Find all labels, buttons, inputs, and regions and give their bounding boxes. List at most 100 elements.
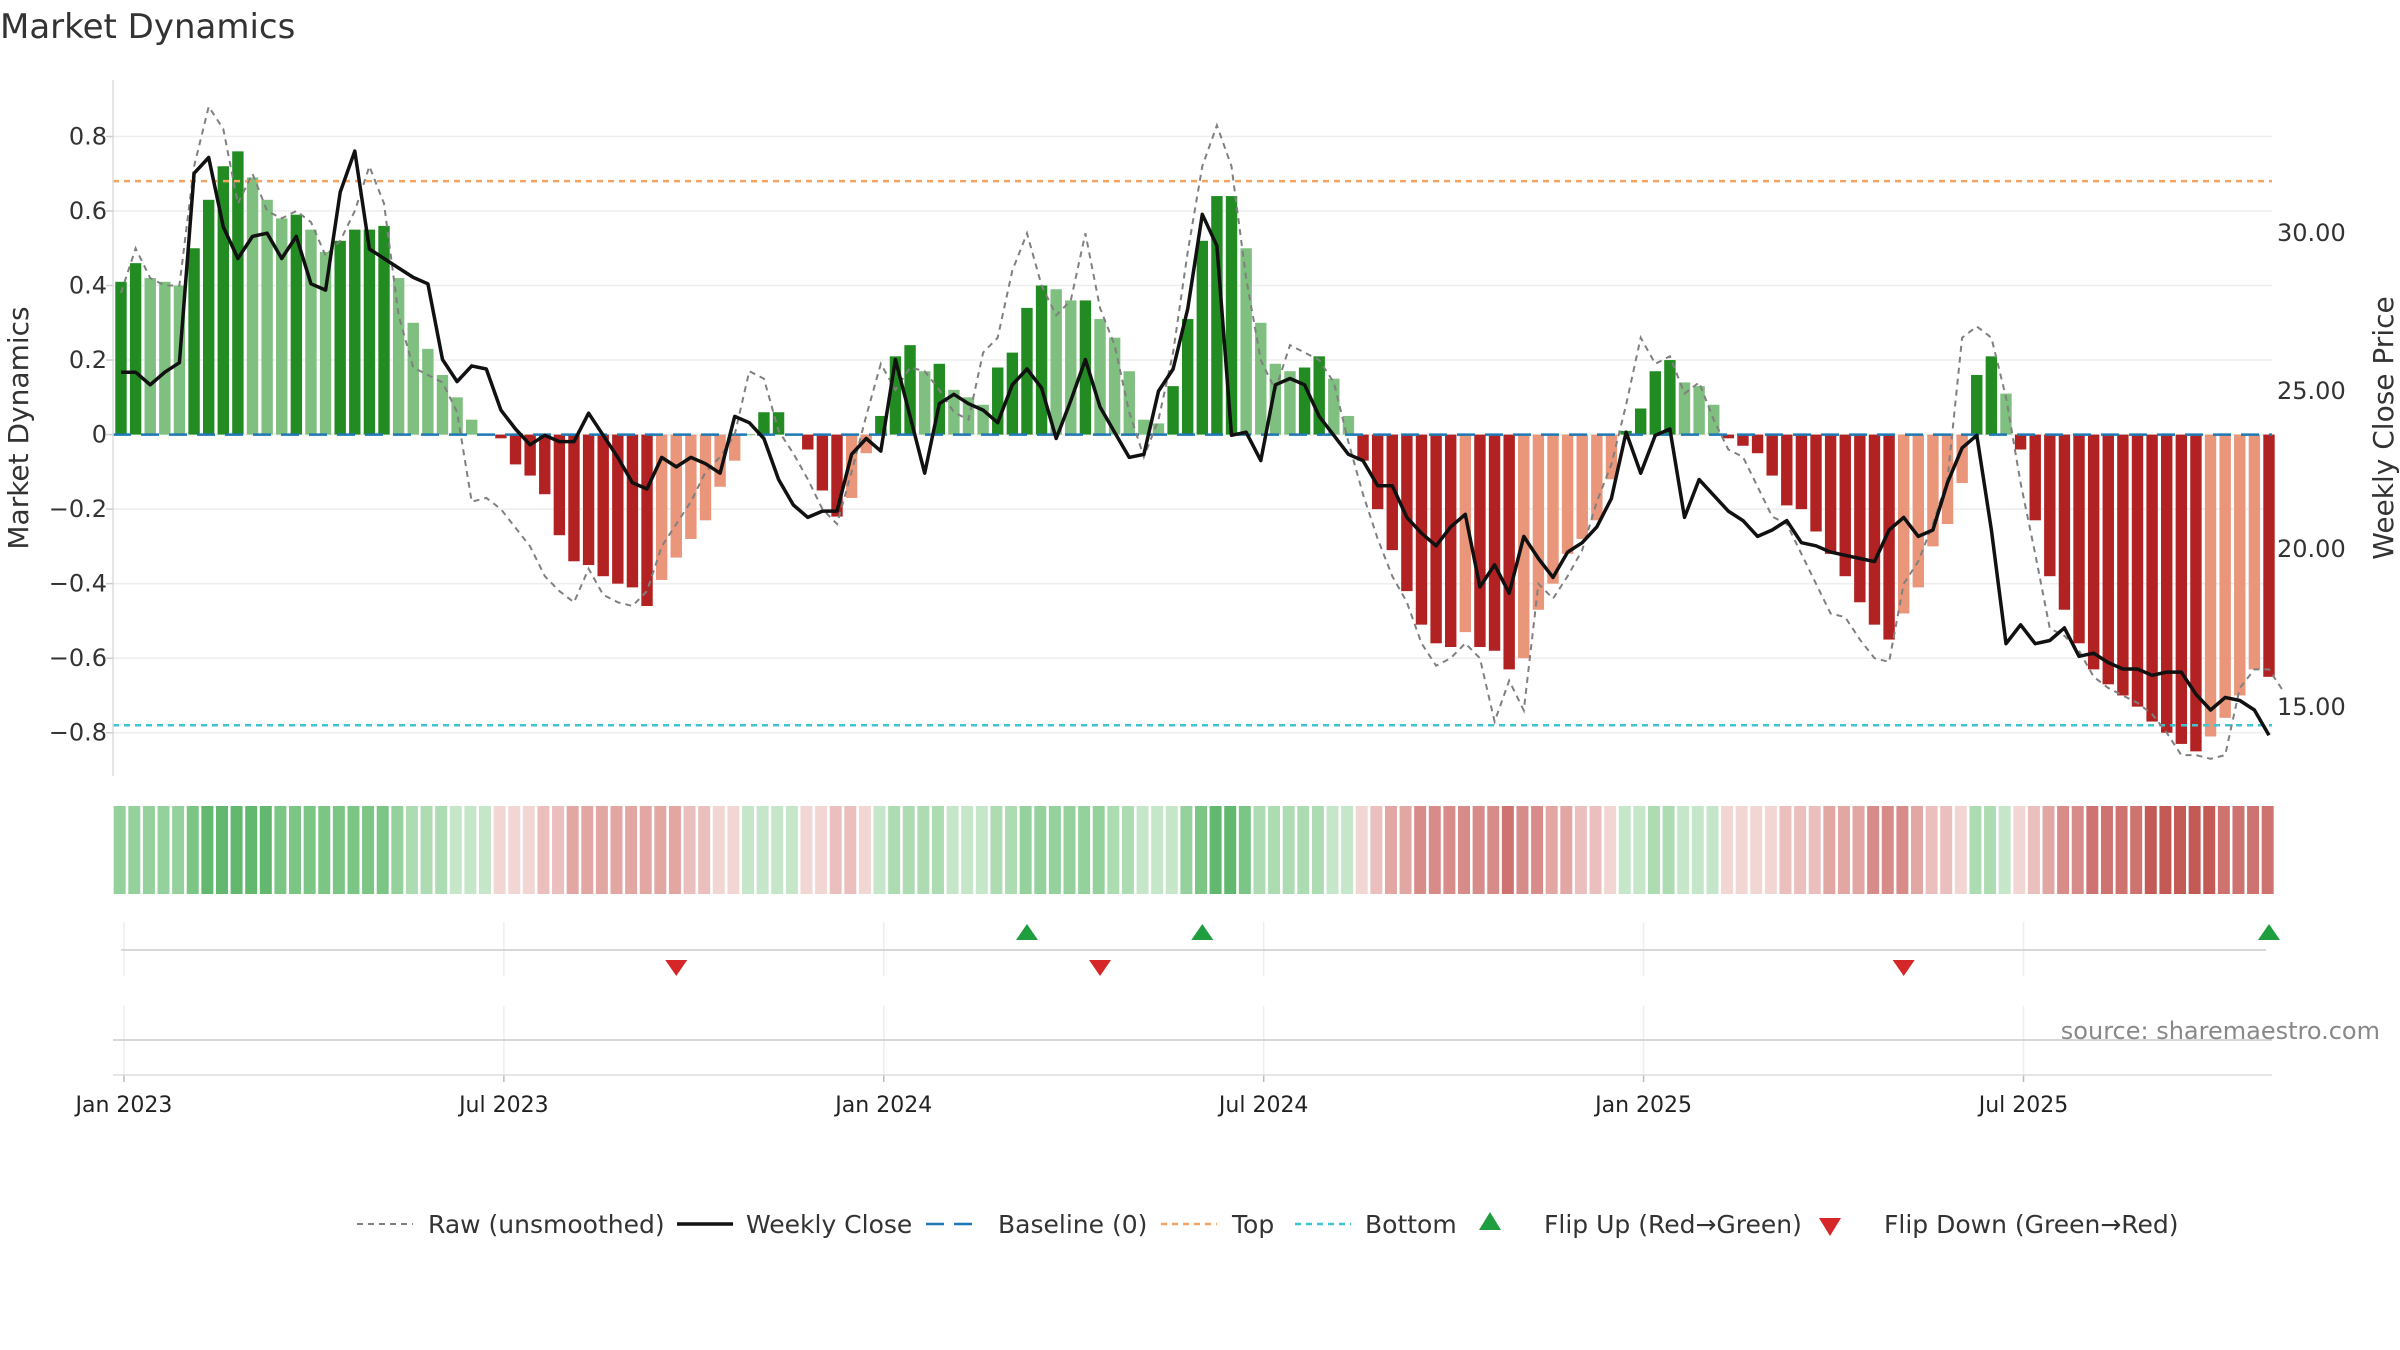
strip-cell	[1926, 806, 1938, 894]
strip-cell	[2145, 806, 2157, 894]
x-tick-label: Jan 2025	[1593, 1093, 1692, 1118]
strip-cell	[1940, 806, 1952, 894]
strip-cell	[1911, 806, 1923, 894]
dynamics-bar	[510, 435, 521, 465]
right-tick-label: 15.00	[2277, 693, 2346, 721]
strip-cell	[333, 806, 345, 894]
strip-cell	[961, 806, 973, 894]
dynamics-bar	[1766, 435, 1777, 476]
dynamics-bar	[1971, 375, 1982, 435]
strip-cell	[347, 806, 359, 894]
dynamics-bars	[115, 151, 2274, 751]
dynamics-bar	[1796, 435, 1807, 510]
dynamics-bar	[115, 282, 126, 435]
strip-cell	[1137, 806, 1149, 894]
flip-up-marker	[2258, 924, 2280, 940]
strip-cell	[1151, 806, 1163, 894]
x-tick-label: Jul 2025	[1977, 1093, 2069, 1118]
strip-cell	[1663, 806, 1675, 894]
strip-cell	[377, 806, 389, 894]
dynamics-bar	[1781, 435, 1792, 506]
strip-cell	[1283, 806, 1295, 894]
dynamics-bar	[393, 278, 404, 435]
strip-cell	[187, 806, 199, 894]
dynamics-bar	[554, 435, 565, 536]
chart-title: Market Dynamics	[0, 7, 295, 47]
dynamics-bar	[700, 435, 711, 521]
left-tick-label: 0.6	[69, 197, 107, 225]
dynamics-bar	[437, 375, 448, 435]
dynamics-bar	[247, 177, 258, 434]
strip-cell	[114, 806, 126, 894]
dynamics-bar	[2205, 435, 2216, 737]
right-tick-label: 25.00	[2277, 377, 2346, 405]
strip-cell	[1955, 806, 1967, 894]
left-tick-label: 0.2	[69, 346, 107, 374]
strip-cell	[1502, 806, 1514, 894]
strip-cell	[1429, 806, 1441, 894]
flip-down-marker	[665, 960, 687, 976]
x-tick-label: Jul 2024	[1217, 1093, 1309, 1118]
x-tick-label: Jan 2024	[833, 1093, 932, 1118]
left-tick-label: −0.4	[49, 570, 107, 598]
strip-cell	[537, 806, 549, 894]
strip-cell	[625, 806, 637, 894]
dynamics-bar	[305, 230, 316, 435]
right-axis-label: Weekly Close Price	[2367, 296, 2400, 559]
dynamics-bar	[1328, 379, 1339, 435]
strip-cell	[1823, 806, 1835, 894]
left-tick-label: 0.8	[69, 122, 107, 150]
strip-cell	[1546, 806, 1558, 894]
strip-cell	[684, 806, 696, 894]
legend-swatch-flip-down	[1819, 1218, 1841, 1236]
left-tick-label: 0.4	[69, 272, 107, 300]
strip-cell	[1677, 806, 1689, 894]
dynamics-bar	[1299, 368, 1310, 435]
strip-cell	[1239, 806, 1251, 894]
strip-cell	[1327, 806, 1339, 894]
strip-cell	[727, 806, 739, 894]
dynamics-bar	[1036, 286, 1047, 435]
left-tick-label: −0.2	[49, 495, 107, 523]
dynamics-bar	[2015, 435, 2026, 450]
strip-cell	[1020, 806, 1032, 894]
strip-cell	[1531, 806, 1543, 894]
strip-cell	[508, 806, 520, 894]
strip-cell	[406, 806, 418, 894]
strip-cell	[1765, 806, 1777, 894]
dynamics-bar	[1445, 435, 1456, 647]
strip-cell	[757, 806, 769, 894]
strip-cell	[1736, 806, 1748, 894]
dynamics-bar	[1591, 435, 1602, 521]
strip-cell	[1604, 806, 1616, 894]
legend-label: Weekly Close	[746, 1210, 912, 1239]
strip-cell	[1853, 806, 1865, 894]
strip-cell	[2116, 806, 2128, 894]
strip-cell	[128, 806, 140, 894]
dynamics-bar	[758, 412, 769, 434]
dynamics-bar	[1810, 435, 1821, 532]
dynamics-bar	[2088, 435, 2099, 670]
strip-cell	[1633, 806, 1645, 894]
dynamics-bar	[671, 435, 682, 558]
strip-cell	[1400, 806, 1412, 894]
strip-cell	[450, 806, 462, 894]
strip-cell	[1648, 806, 1660, 894]
dynamics-bar	[451, 397, 462, 434]
left-axis-label: Market Dynamics	[2, 306, 35, 549]
strip-cell	[1882, 806, 1894, 894]
dynamics-bar	[568, 435, 579, 562]
dynamics-bar	[2117, 435, 2128, 696]
strip-cell	[2028, 806, 2040, 894]
strip-cell	[713, 806, 725, 894]
left-axis: 0.80.60.40.20−0.2−0.4−0.6−0.8	[49, 80, 113, 776]
strip-cell	[1356, 806, 1368, 894]
strip-cell	[552, 806, 564, 894]
dynamics-bar	[1854, 435, 1865, 603]
dynamics-bar	[349, 230, 360, 435]
strip-cell	[2262, 806, 2274, 894]
dynamics-bar	[919, 371, 930, 434]
strip-cell	[1560, 806, 1572, 894]
strip-cell	[815, 806, 827, 894]
strip-cell	[669, 806, 681, 894]
